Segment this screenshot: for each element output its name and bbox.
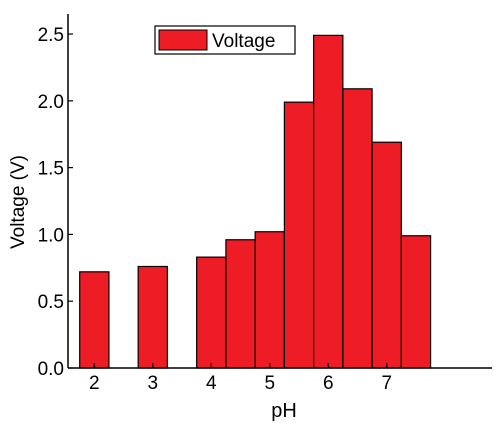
x-tick-label: 5 xyxy=(264,373,275,394)
bar xyxy=(371,141,402,369)
legend-swatch xyxy=(158,29,208,51)
bar xyxy=(313,34,344,369)
x-tick-label: 4 xyxy=(206,373,217,394)
x-axis-label: pH xyxy=(271,400,297,422)
bar xyxy=(196,256,227,369)
x-tick-label: 3 xyxy=(148,373,159,394)
bar xyxy=(342,88,373,369)
y-tick-label: 1.0 xyxy=(38,225,64,246)
bar xyxy=(79,271,110,369)
axes-layer: 0.0 0.5 1.0 1.5 2.0 2.5 2 3 4 5 6 7 xyxy=(38,14,492,394)
bar xyxy=(254,231,285,369)
bar xyxy=(400,235,432,369)
y-tick-label: 0.0 xyxy=(38,359,64,380)
bars-layer xyxy=(79,34,432,369)
x-tick-label: 7 xyxy=(381,373,392,394)
y-tick-label: 0.5 xyxy=(38,292,64,313)
bar xyxy=(283,101,315,369)
y-axis-label: Voltage (V) xyxy=(8,155,29,249)
y-tick-label: 2.0 xyxy=(38,92,64,113)
y-tick-label: 2.5 xyxy=(38,25,64,46)
x-tick-label: 6 xyxy=(323,373,334,394)
legend: Voltage xyxy=(154,25,296,55)
y-tick-label: 1.5 xyxy=(38,159,64,180)
legend-label: Voltage xyxy=(212,31,275,52)
bar xyxy=(137,265,169,369)
bar xyxy=(225,239,256,369)
x-tick-label: 2 xyxy=(89,373,100,394)
